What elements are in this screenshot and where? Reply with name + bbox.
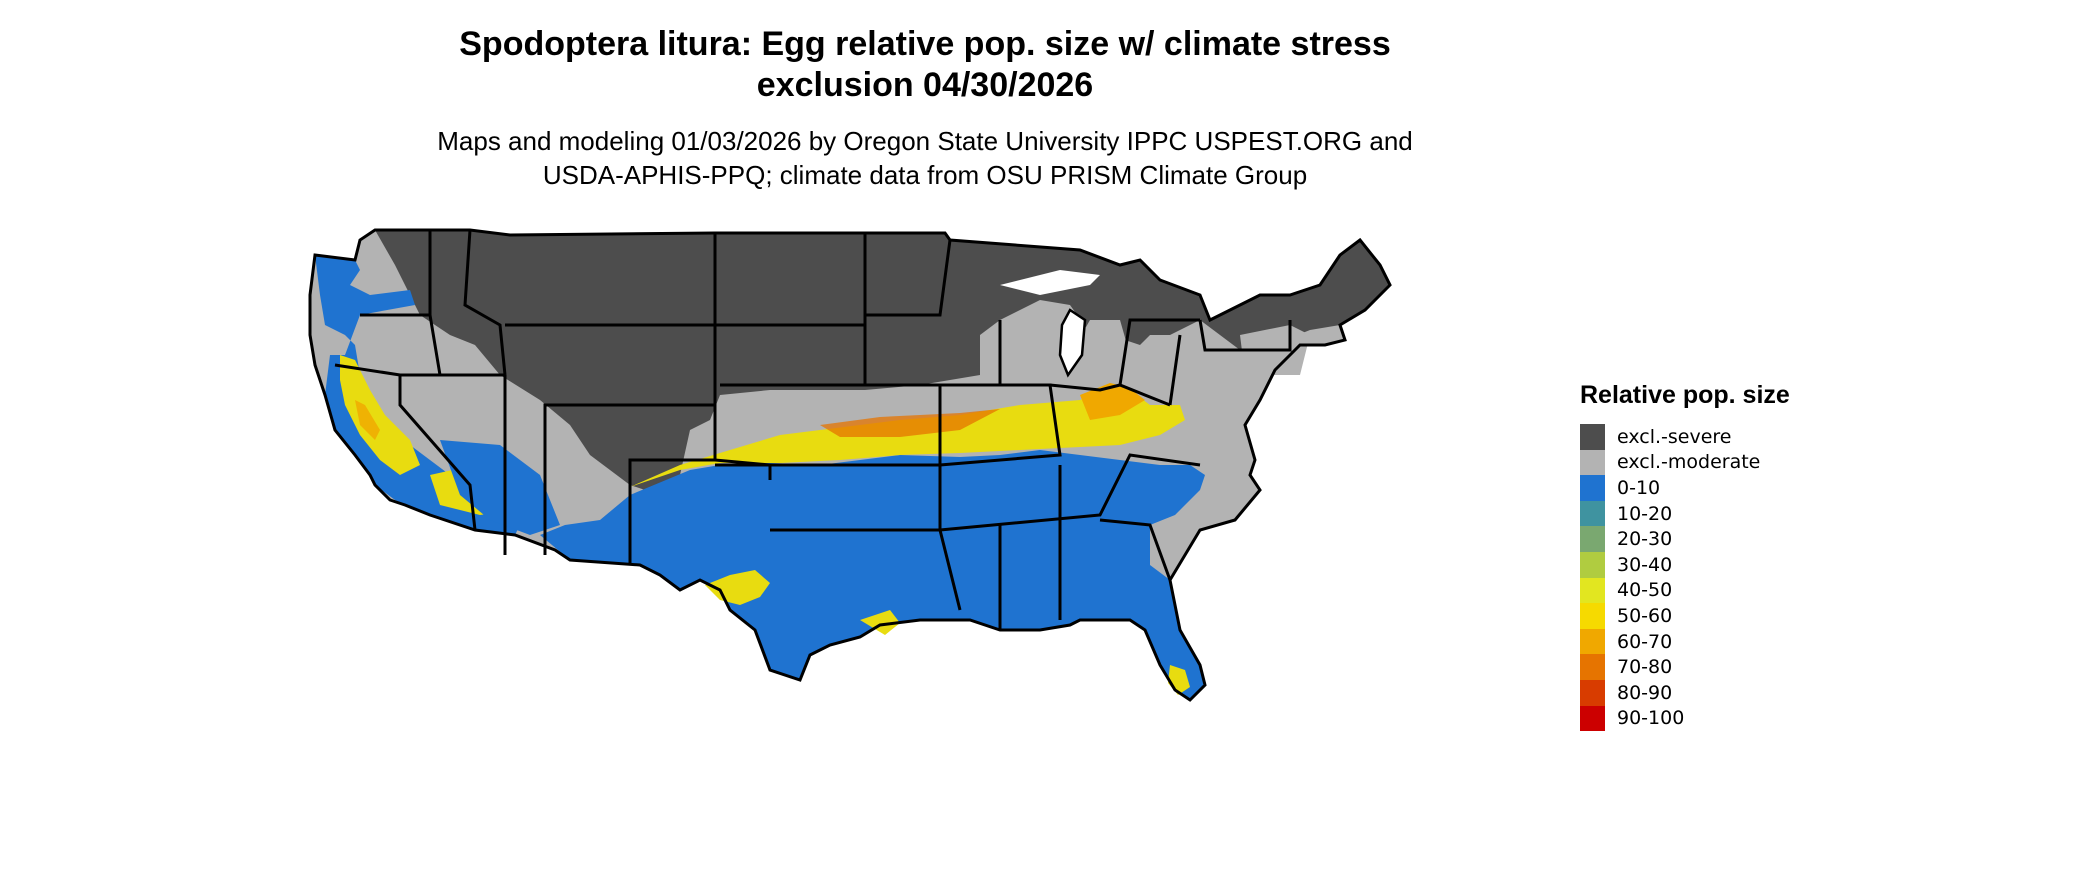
legend-label: excl.-severe bbox=[1617, 425, 1732, 448]
legend-item: 0-10 bbox=[1580, 475, 1790, 501]
legend-label: 30-40 bbox=[1617, 553, 1673, 576]
legend-swatch bbox=[1580, 628, 1605, 655]
legend-swatch bbox=[1580, 577, 1605, 604]
legend-title: Relative pop. size bbox=[1580, 381, 1790, 409]
pacific-blue bbox=[315, 255, 520, 535]
ca-yellow bbox=[340, 355, 420, 475]
legend-label: 70-80 bbox=[1617, 656, 1673, 679]
legend-label: 90-100 bbox=[1617, 707, 1685, 730]
legend-swatch bbox=[1580, 475, 1605, 501]
mid-orange-band bbox=[820, 409, 1000, 437]
moderate-patch-mi bbox=[1070, 320, 1130, 390]
legend-swatch bbox=[1580, 603, 1605, 629]
legend-label: 50-60 bbox=[1617, 604, 1673, 627]
state-borders bbox=[308, 228, 1392, 702]
map-title: Spodoptera litura: Egg relative pop. siz… bbox=[0, 24, 1850, 106]
legend-item: 70-80 bbox=[1580, 654, 1790, 680]
legend-item: 60-70 bbox=[1580, 628, 1790, 655]
legend-swatch bbox=[1580, 705, 1605, 732]
legend-item: excl.-severe bbox=[1580, 424, 1790, 450]
severe-north bbox=[375, 230, 1390, 495]
sw-blue bbox=[440, 440, 560, 535]
legend-label: 0-10 bbox=[1617, 476, 1661, 499]
title-line-2: exclusion 04/30/2026 bbox=[756, 66, 1094, 104]
subtitle-line-1: Maps and modeling 01/03/2026 by Oregon S… bbox=[437, 126, 1413, 156]
legend-swatch bbox=[1580, 679, 1605, 706]
legend-swatch bbox=[1580, 551, 1605, 578]
legend-label: 40-50 bbox=[1617, 579, 1673, 602]
legend-label: 60-70 bbox=[1617, 630, 1673, 653]
legend-swatch bbox=[1580, 449, 1605, 476]
legend-items: excl.-severe excl.-moderate 0-10 10-20 20-30… bbox=[1580, 424, 1790, 732]
lake-michigan bbox=[1058, 308, 1087, 378]
ca-orange bbox=[355, 400, 380, 440]
legend-item: excl.-moderate bbox=[1580, 449, 1790, 476]
legend-item: 20-30 bbox=[1580, 526, 1790, 552]
legend: Relative pop. size excl.-severe excl.-mod… bbox=[1580, 380, 1790, 732]
legend-item: 50-60 bbox=[1580, 603, 1790, 629]
legend-label: 10-20 bbox=[1617, 502, 1673, 525]
legend-label: 20-30 bbox=[1617, 528, 1673, 551]
title-line-1: Spodoptera litura: Egg relative pop. siz… bbox=[459, 25, 1391, 63]
legend-label: 80-90 bbox=[1617, 681, 1673, 704]
legend-item: 40-50 bbox=[1580, 577, 1790, 604]
subtitle-line-2: USDA-APHIS-PPQ; climate data from OSU PR… bbox=[542, 160, 1308, 190]
legend-label: excl.-moderate bbox=[1617, 451, 1761, 474]
legend-item: 80-90 bbox=[1580, 679, 1790, 706]
gulf-yellow-tx bbox=[705, 570, 770, 605]
legend-swatch bbox=[1580, 654, 1605, 680]
lake-superior bbox=[1000, 270, 1100, 295]
legend-item: 90-100 bbox=[1580, 705, 1790, 732]
legend-item: 30-40 bbox=[1580, 551, 1790, 578]
legend-swatch bbox=[1580, 424, 1605, 450]
legend-swatch bbox=[1580, 526, 1605, 552]
us-map bbox=[308, 228, 1392, 702]
map-subtitle: Maps and modeling 01/03/2026 by Oregon S… bbox=[0, 124, 1850, 192]
legend-item: 10-20 bbox=[1580, 500, 1790, 527]
south-blue bbox=[540, 450, 1205, 700]
va-orange bbox=[1080, 383, 1145, 420]
gulf-yellow-la bbox=[860, 610, 900, 635]
legend-swatch bbox=[1580, 500, 1605, 527]
